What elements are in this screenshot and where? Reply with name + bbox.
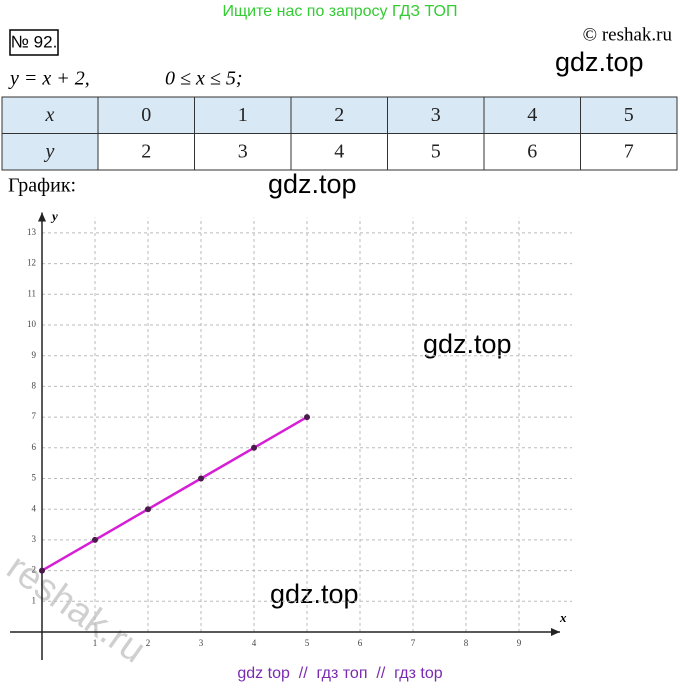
y-axis-arrow [38,212,46,222]
cell-text: y [44,140,55,162]
y-tick-label: 13 [27,227,37,237]
table-cell [580,133,678,171]
y-tick-label: 11 [27,288,36,298]
x-axis-arrow [551,628,560,636]
cell-text: 4 [527,104,537,126]
point [304,414,310,421]
cell-text: 5 [624,104,634,126]
watermark: gdz.top [270,579,359,609]
cell-text: 0 [141,104,151,126]
x-tick-label: 5 [305,638,310,648]
table-cell [194,133,292,171]
y-tick-label: 7 [32,411,37,421]
cell-text: 2 [141,140,151,162]
y-tick-label: 3 [32,534,37,544]
cell-text: 7 [624,140,634,162]
table-cell [290,96,388,134]
cell-text: 4 [334,140,344,162]
table-cell [97,133,195,171]
y-tick-label: 9 [32,350,37,360]
x-tick-label: 6 [358,638,363,648]
point [198,475,204,482]
watermark: gdz.top [268,169,357,199]
cell-text: 3 [431,104,441,126]
y-tick-label: 6 [32,442,37,452]
point [92,536,98,543]
y-tick-label: 4 [32,503,37,513]
y-tick-label: 10 [27,319,37,329]
cell-text: 2 [334,104,344,126]
y-tick-label: 8 [32,380,37,390]
y-tick-label: 1 [32,595,37,605]
x-tick-label: 7 [411,638,416,648]
y-tick-label: 12 [27,258,36,268]
banner: Ищите нас по запросу ГДЗ ТОП [223,3,458,20]
point [145,506,151,513]
x-tick-label: 1 [93,638,98,648]
point [39,567,45,574]
x-tick-label: 4 [252,638,257,648]
table-cell [1,133,99,171]
equation: y = x + 2, [8,68,90,90]
y-axis-label: y [50,209,58,224]
table-cell [290,133,388,171]
x-tick-label: 9 [517,638,522,648]
number-box [9,29,59,56]
graph-caption: График: [8,175,76,197]
x-tick-label: 2 [146,638,151,648]
copyright: © reshak.ru [583,24,673,45]
footer: gdz top // гдз топ // гдз top [237,665,442,682]
y-tick-label: 2 [32,565,37,575]
cell-text: 5 [431,140,441,162]
table: x 0 1 2 3 4 5 y 2 3 4 5 6 7 [1,96,678,171]
table-cell [483,96,581,134]
task-number: № 92. [11,32,58,51]
table-cell [97,96,195,134]
point [251,444,257,451]
table-cell [387,133,485,171]
x-tick-label: 3 [199,638,204,648]
x-tick-label: 8 [464,638,469,648]
table-cell [580,96,678,134]
cell-text: 6 [527,140,537,162]
equation-domain: 0 ≤ x ≤ 5; [165,68,243,90]
watermark: gdz.top [423,329,512,359]
line [41,416,308,572]
watermark-reshak: reshak.ru [0,546,153,671]
cell-text: 1 [238,104,248,126]
table-cell [483,133,581,171]
watermark: gdz.top [555,47,644,77]
y-tick-label: 5 [32,473,37,483]
x-axis-label: x [559,610,567,625]
cell-text: 3 [238,140,248,162]
cell-text: x [45,104,55,126]
